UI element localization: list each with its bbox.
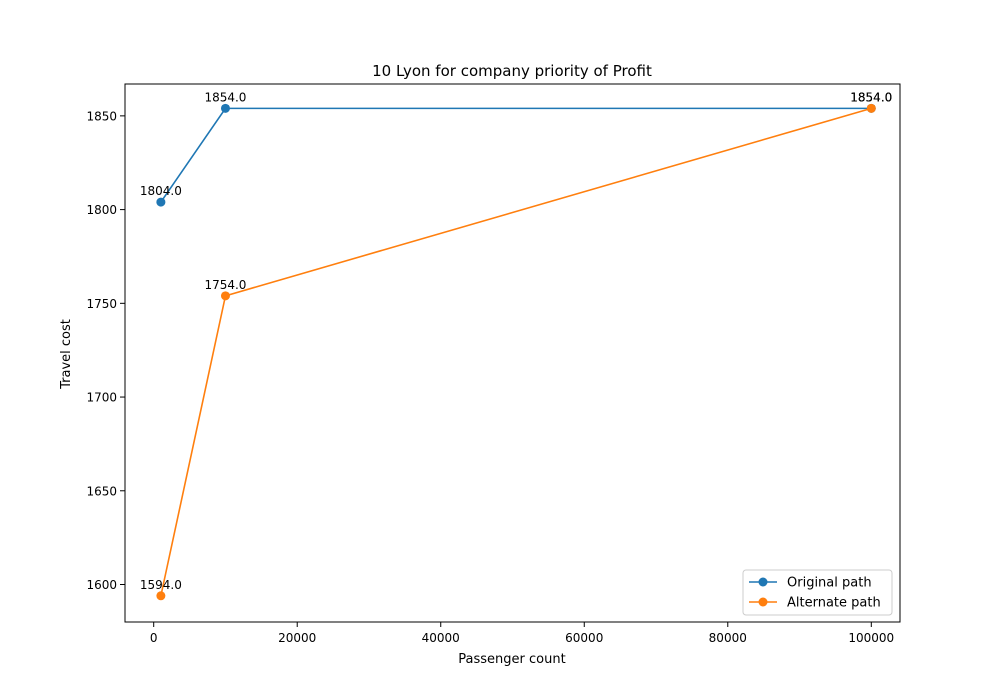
legend-marker [758,597,768,607]
data-point [220,291,230,301]
y-tick-label: 1850 [86,109,117,123]
y-axis: 1600 1650 1700 1750 1800 1850 [86,109,125,592]
y-tick-label: 1700 [86,391,117,405]
y-tick-label: 1600 [86,578,117,592]
x-axis-label: Passenger count [458,652,565,667]
x-tick-label: 40000 [422,631,460,645]
data-point [156,197,166,207]
data-label: 1754.0 [204,278,246,292]
y-axis-label: Travel cost [59,319,74,390]
legend-box [742,569,893,616]
data-label: 1854.0 [850,90,892,104]
plot-frame [124,83,901,623]
data-label: 1854.0 [204,90,246,104]
legend-marker [758,577,768,587]
x-tick-label: 0 [150,631,158,645]
y-tick-label: 1800 [86,203,117,217]
chart-title: 10 Lyon for company priority of Profit [372,62,652,80]
y-tick-label: 1650 [86,484,117,498]
data-point [220,103,230,113]
legend-label: Alternate path [787,596,881,611]
x-axis: 0 20000 40000 60000 80000 100000 [150,622,894,645]
legend: Original path Alternate path [742,569,893,616]
data-point [866,103,876,113]
legend-label: Original path [787,576,872,591]
x-tick-label: 80000 [709,631,747,645]
data-point [156,591,166,601]
y-tick-label: 1750 [86,297,117,311]
data-label: 1854.0 [850,90,892,104]
data-label: 1804.0 [140,184,182,198]
x-tick-label: 100000 [848,631,894,645]
data-label: 1594.0 [140,578,182,592]
x-tick-label: 20000 [278,631,316,645]
x-tick-label: 60000 [565,631,603,645]
